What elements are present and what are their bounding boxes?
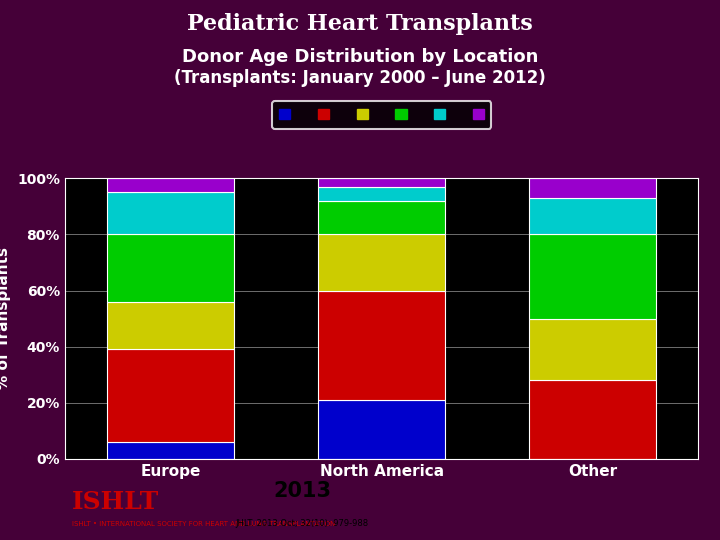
Bar: [107, 442, 234, 459]
Bar: [107, 349, 234, 442]
Bar: [529, 380, 656, 459]
Text: JHLT. 2013 Oct; 32(10): 979-988: JHLT. 2013 Oct; 32(10): 979-988: [236, 519, 369, 528]
Bar: [318, 178, 445, 187]
Bar: [107, 178, 234, 192]
Bar: [318, 400, 445, 459]
Text: ISHLT: ISHLT: [72, 490, 159, 514]
Bar: [318, 234, 445, 291]
Bar: [107, 302, 234, 349]
Text: Donor Age Distribution by Location: Donor Age Distribution by Location: [182, 48, 538, 66]
Bar: [318, 187, 445, 201]
Bar: [318, 291, 445, 400]
Bar: [529, 198, 656, 234]
Y-axis label: % of Transplants: % of Transplants: [0, 247, 12, 390]
Bar: [529, 234, 656, 319]
Bar: [107, 234, 234, 302]
Bar: [107, 192, 234, 234]
Bar: [529, 319, 656, 380]
Bar: [318, 201, 445, 234]
Text: 2013: 2013: [274, 481, 331, 502]
Legend: , , , , , : , , , , ,: [272, 101, 491, 129]
Text: ISHLT • INTERNATIONAL SOCIETY FOR HEART AND LUNG TRANSPLANTATION: ISHLT • INTERNATIONAL SOCIETY FOR HEART …: [72, 521, 336, 527]
Text: (Transplants: January 2000 – June 2012): (Transplants: January 2000 – June 2012): [174, 69, 546, 87]
Text: Pediatric Heart Transplants: Pediatric Heart Transplants: [187, 14, 533, 35]
Bar: [529, 178, 656, 198]
